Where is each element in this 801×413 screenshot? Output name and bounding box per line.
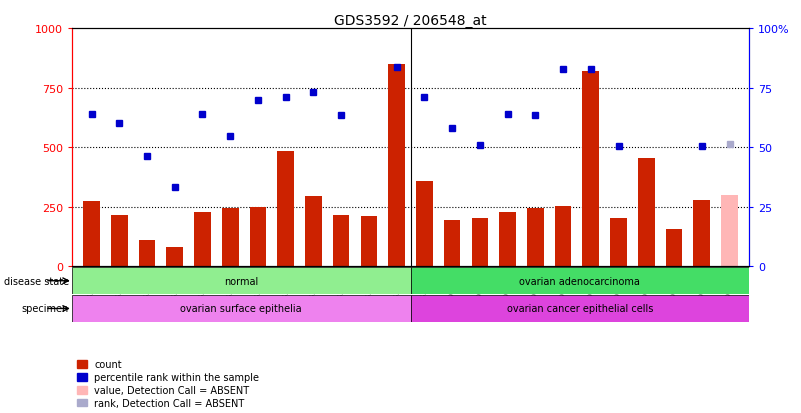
Bar — [388, 64, 405, 267]
Bar — [444, 221, 461, 267]
Bar — [167, 248, 183, 267]
Bar — [111, 216, 127, 267]
Text: normal: normal — [224, 276, 259, 286]
Text: disease state: disease state — [3, 276, 69, 286]
Legend: count, percentile rank within the sample, value, Detection Call = ABSENT, rank, : count, percentile rank within the sample… — [77, 360, 260, 408]
Bar — [194, 212, 211, 267]
Bar — [472, 218, 488, 267]
Bar — [666, 230, 682, 267]
Text: ovarian cancer epithelial cells: ovarian cancer epithelial cells — [506, 304, 653, 314]
Bar — [411, 295, 749, 322]
Bar — [277, 152, 294, 267]
Bar — [499, 212, 516, 267]
Bar — [416, 181, 433, 267]
Bar — [139, 241, 155, 267]
Bar — [72, 295, 411, 322]
Bar — [582, 72, 599, 267]
Bar — [333, 216, 349, 267]
Bar — [222, 209, 239, 267]
Bar — [83, 202, 100, 267]
Text: ovarian adenocarcinoma: ovarian adenocarcinoma — [519, 276, 640, 286]
Bar — [411, 268, 749, 294]
Bar — [638, 159, 654, 267]
Bar — [694, 200, 710, 267]
Bar — [305, 197, 322, 267]
Bar — [721, 195, 738, 267]
Bar — [527, 209, 544, 267]
Bar — [72, 268, 411, 294]
Text: specimen: specimen — [22, 304, 69, 314]
Bar — [360, 217, 377, 267]
Bar — [250, 207, 266, 267]
Bar — [555, 206, 571, 267]
Title: GDS3592 / 206548_at: GDS3592 / 206548_at — [334, 14, 487, 28]
Text: ovarian surface epithelia: ovarian surface epithelia — [180, 304, 302, 314]
Bar — [610, 218, 627, 267]
